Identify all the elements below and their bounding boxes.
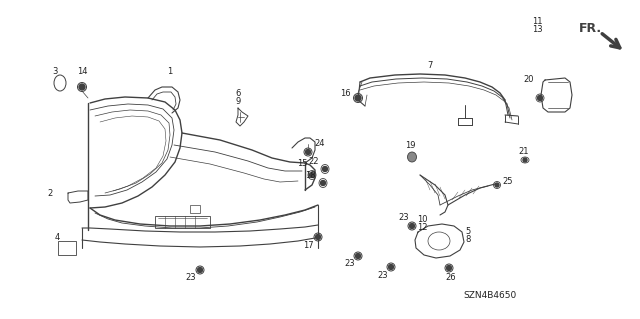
Circle shape — [79, 84, 85, 90]
Text: FR.: FR. — [579, 21, 602, 34]
Text: 1: 1 — [168, 68, 173, 77]
Text: 5: 5 — [465, 227, 470, 236]
Text: 15: 15 — [297, 159, 307, 167]
Text: 26: 26 — [445, 272, 456, 281]
Text: 11: 11 — [532, 18, 542, 26]
Text: 6: 6 — [236, 88, 241, 98]
Text: SZN4B4650: SZN4B4650 — [463, 291, 516, 300]
Circle shape — [310, 173, 314, 177]
Circle shape — [316, 234, 321, 240]
Circle shape — [323, 167, 328, 172]
Text: 4: 4 — [54, 233, 60, 241]
Text: 10: 10 — [417, 216, 428, 225]
Text: 21: 21 — [519, 147, 529, 157]
Text: 2: 2 — [47, 189, 52, 197]
Text: 12: 12 — [417, 224, 428, 233]
Circle shape — [495, 183, 499, 187]
Text: 13: 13 — [532, 26, 542, 34]
Text: 23: 23 — [399, 213, 410, 222]
Text: 25: 25 — [503, 177, 513, 187]
Circle shape — [538, 95, 543, 100]
Text: 24: 24 — [315, 139, 325, 149]
Text: 3: 3 — [52, 68, 58, 77]
Bar — [155, 216, 210, 228]
Text: 19: 19 — [404, 140, 415, 150]
Circle shape — [305, 150, 310, 154]
Text: 16: 16 — [340, 88, 350, 98]
Circle shape — [410, 224, 415, 228]
Text: 7: 7 — [428, 61, 433, 70]
Circle shape — [198, 268, 202, 272]
Text: 22: 22 — [308, 158, 319, 167]
Ellipse shape — [408, 152, 417, 162]
Bar — [190, 205, 200, 213]
Circle shape — [321, 181, 326, 186]
Text: 23: 23 — [378, 271, 388, 279]
Text: 23: 23 — [186, 273, 196, 283]
Text: 17: 17 — [303, 241, 314, 250]
Circle shape — [355, 95, 361, 101]
Text: 20: 20 — [524, 76, 534, 85]
Circle shape — [523, 158, 527, 162]
Circle shape — [447, 265, 451, 271]
Text: 23: 23 — [345, 259, 355, 269]
Circle shape — [388, 264, 394, 270]
Text: 8: 8 — [465, 235, 470, 244]
Circle shape — [355, 254, 360, 258]
Text: 9: 9 — [236, 97, 241, 106]
Text: 14: 14 — [77, 68, 87, 77]
Bar — [58, 241, 76, 255]
Text: 18: 18 — [305, 172, 316, 181]
